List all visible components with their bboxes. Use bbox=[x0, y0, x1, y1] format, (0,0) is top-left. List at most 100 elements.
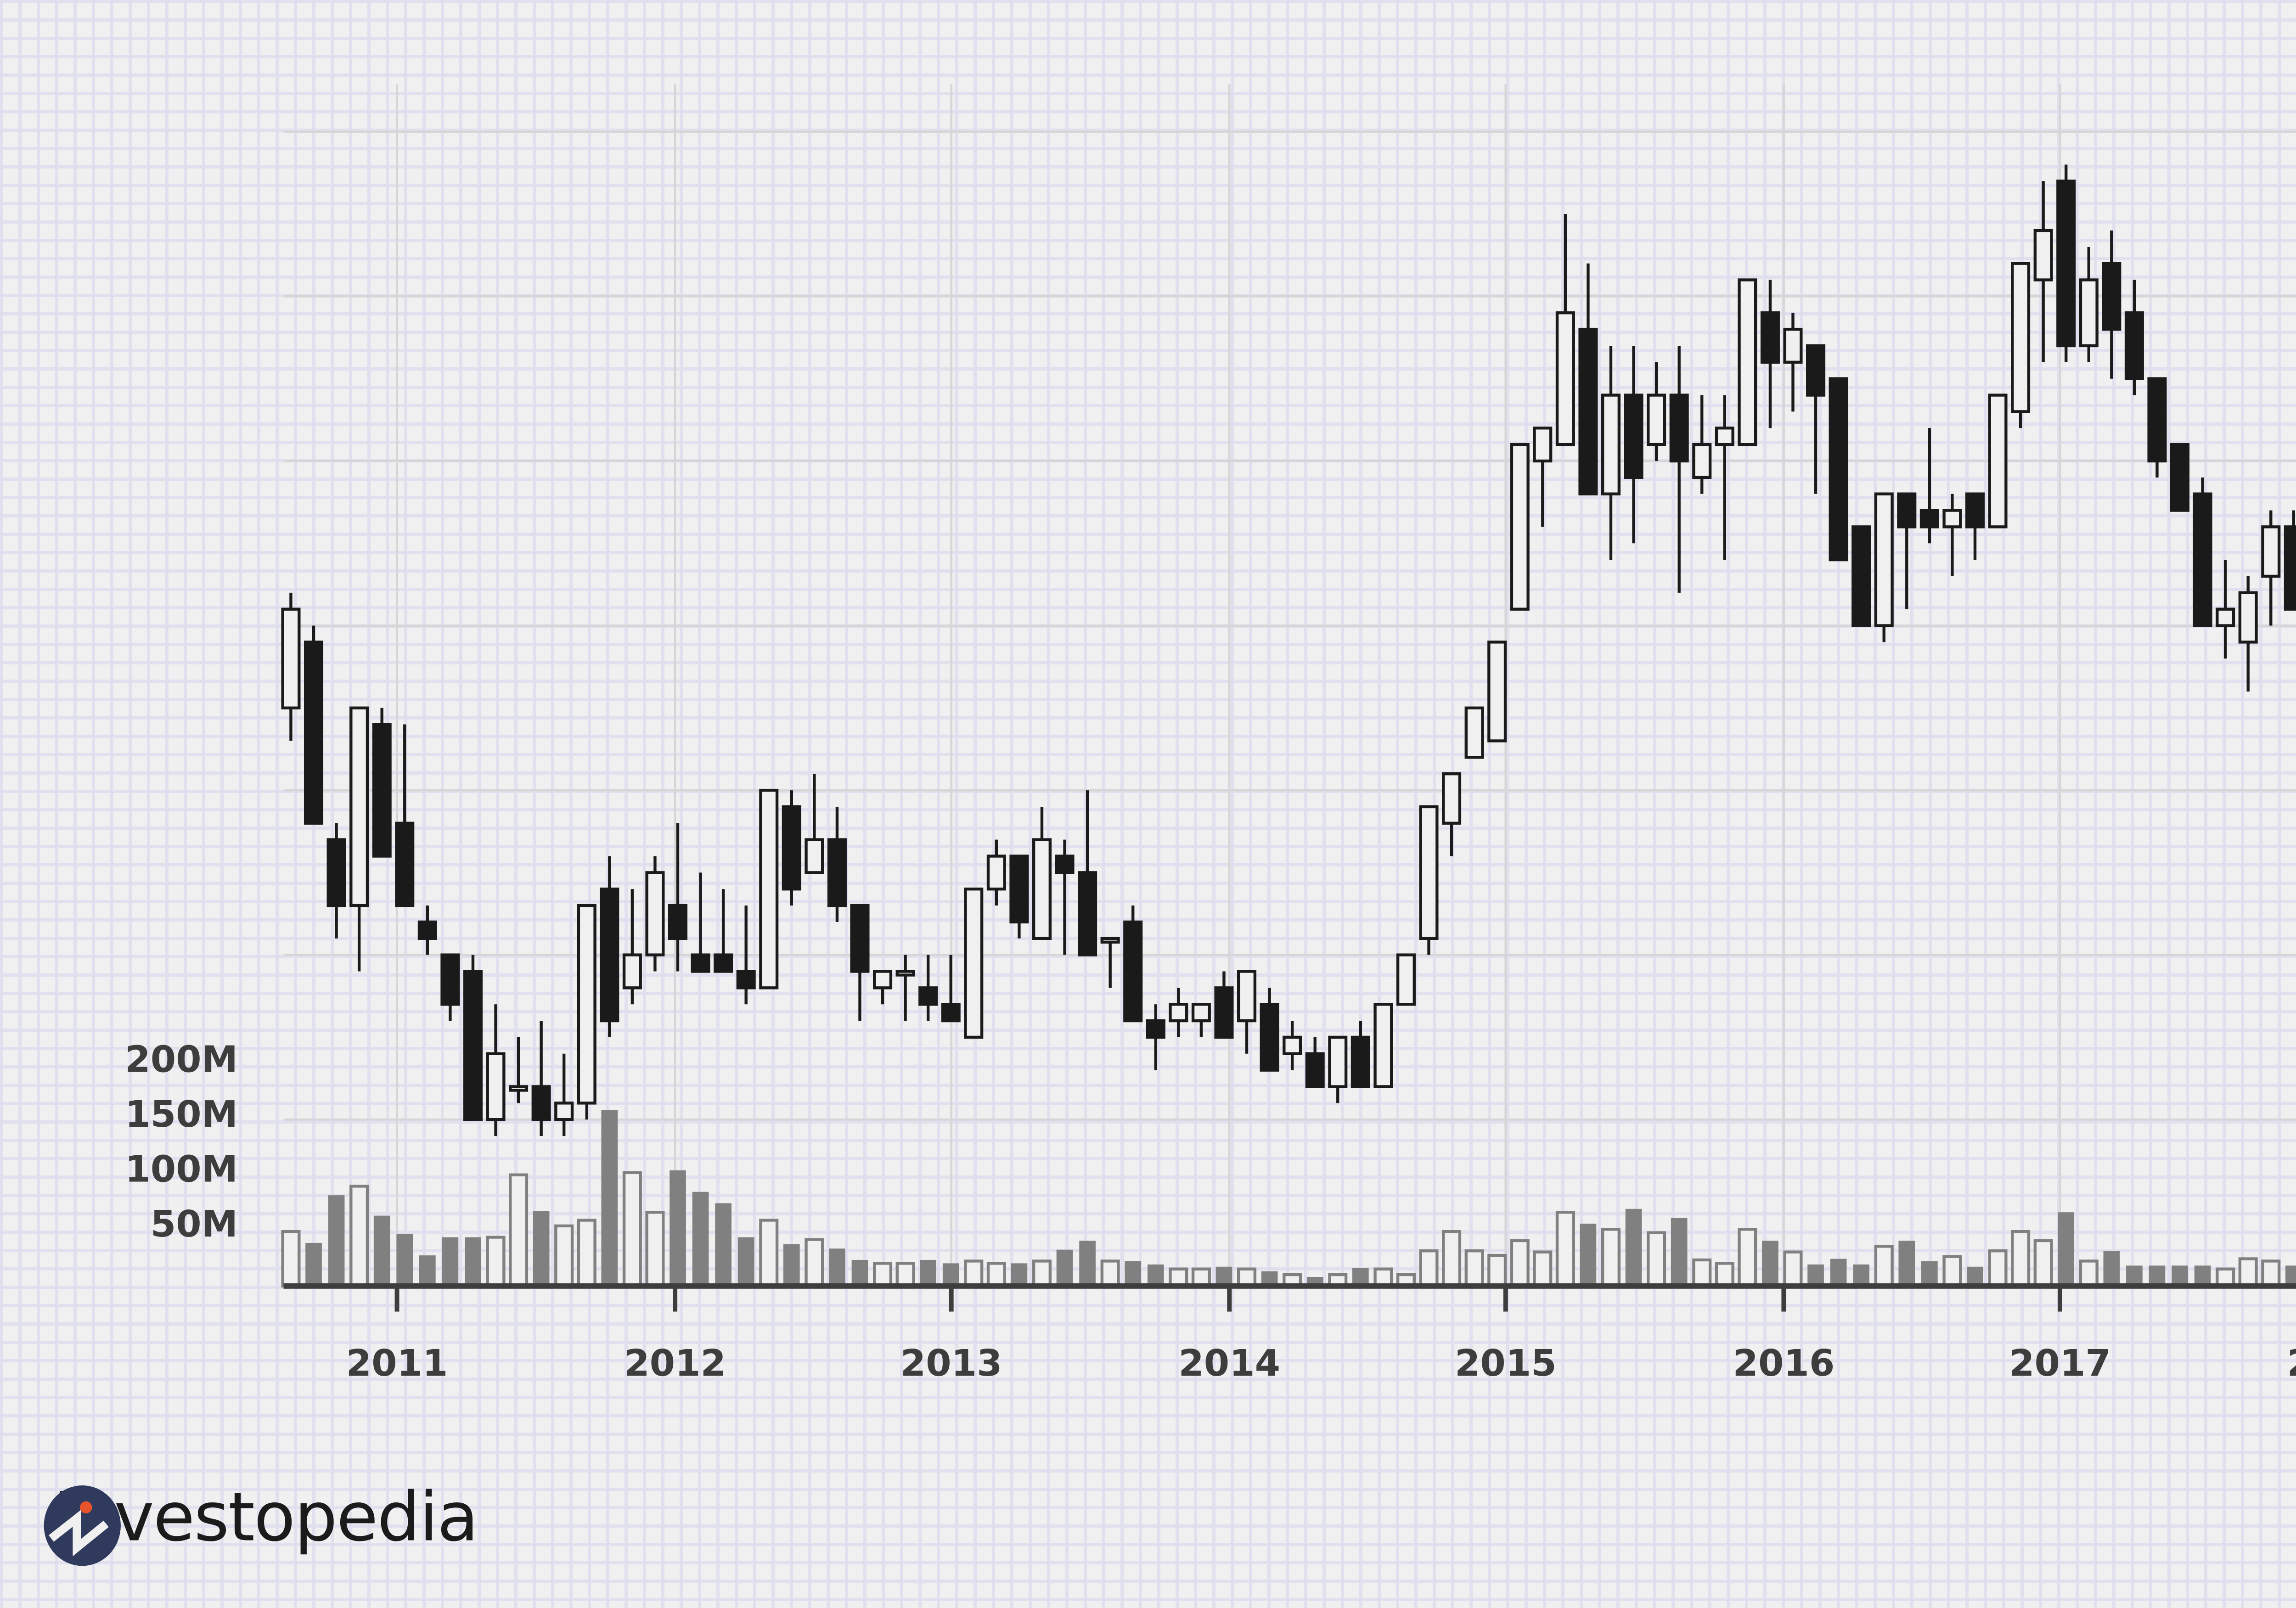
down-candle bbox=[918, 986, 938, 1006]
volume-bar bbox=[1967, 1266, 1983, 1286]
up-candle bbox=[1647, 394, 1666, 446]
volume-bar bbox=[486, 1236, 506, 1288]
volume-bar bbox=[533, 1211, 550, 1286]
down-candle bbox=[1669, 394, 1689, 463]
down-candle bbox=[2124, 311, 2144, 380]
volume-bar bbox=[1464, 1249, 1484, 1288]
up-candle bbox=[554, 1102, 574, 1121]
volume-bar bbox=[2103, 1251, 2120, 1286]
year-label: 2012 bbox=[624, 1342, 726, 1384]
volume-bar bbox=[645, 1211, 665, 1288]
up-candle bbox=[964, 888, 984, 1039]
down-candle bbox=[827, 838, 847, 907]
down-candle bbox=[1078, 871, 1097, 956]
volume-bar bbox=[577, 1219, 597, 1288]
brand-name: Investopedia bbox=[53, 1478, 479, 1557]
volume-bar bbox=[2238, 1257, 2258, 1288]
down-candle bbox=[2170, 443, 2190, 512]
volume-bar bbox=[1580, 1223, 1597, 1286]
down-candle bbox=[2056, 180, 2076, 348]
volume-bar bbox=[920, 1259, 937, 1286]
volume-bar bbox=[1738, 1228, 1757, 1288]
down-candle bbox=[531, 1085, 551, 1121]
volume-bar bbox=[1373, 1267, 1393, 1288]
year-label: 2011 bbox=[346, 1342, 448, 1384]
volume-bar bbox=[829, 1248, 845, 1286]
down-candle bbox=[782, 805, 801, 891]
volume-bar bbox=[1442, 1230, 1462, 1288]
up-candle bbox=[622, 953, 642, 990]
down-candle bbox=[1760, 311, 1780, 364]
volume-bar bbox=[1533, 1250, 1553, 1288]
volume-bar bbox=[1715, 1262, 1734, 1288]
down-candle bbox=[1578, 327, 1598, 495]
volume-bar bbox=[873, 1262, 893, 1288]
volume-bar bbox=[1692, 1258, 1712, 1288]
up-candle bbox=[1169, 1003, 1188, 1023]
volume-bar bbox=[2058, 1212, 2075, 1286]
down-candle bbox=[668, 904, 688, 940]
volume-bar bbox=[1942, 1255, 1962, 1288]
volume-bar bbox=[692, 1192, 709, 1286]
up-candle bbox=[1555, 311, 1575, 446]
volume-tick-label: 100M bbox=[125, 1148, 238, 1191]
volume-bar bbox=[2285, 1265, 2296, 1286]
volume-bar bbox=[328, 1195, 345, 1286]
up-candle bbox=[577, 904, 597, 1105]
volume-bar bbox=[419, 1255, 436, 1286]
down-candle bbox=[714, 953, 733, 973]
volume-bar bbox=[670, 1170, 686, 1286]
down-candle bbox=[1965, 492, 1985, 529]
volume-tick-label: 50M bbox=[151, 1203, 238, 1245]
volume-bar bbox=[349, 1185, 369, 1288]
volume-bar bbox=[1762, 1240, 1778, 1286]
up-candle bbox=[1191, 1003, 1211, 1023]
down-candle bbox=[1351, 1035, 1370, 1088]
up-candle bbox=[1874, 492, 1894, 627]
volume-bar bbox=[281, 1230, 301, 1288]
down-candle bbox=[440, 953, 460, 1006]
up-candle bbox=[2011, 262, 2031, 413]
up-candle bbox=[509, 1085, 529, 1092]
volume-bar bbox=[509, 1173, 529, 1288]
volume-bar bbox=[601, 1110, 618, 1286]
volume-bar bbox=[1487, 1254, 1507, 1288]
volume-tick-label: 150M bbox=[125, 1093, 238, 1136]
down-candle bbox=[850, 904, 870, 973]
up-candle bbox=[759, 788, 779, 990]
up-candle bbox=[1100, 937, 1120, 944]
up-candle bbox=[1510, 443, 1530, 611]
volume-bar bbox=[554, 1224, 574, 1288]
down-candle bbox=[2102, 262, 2122, 331]
up-candle bbox=[1373, 1003, 1393, 1088]
year-label: 2015 bbox=[1455, 1342, 1557, 1384]
volume-bar bbox=[1510, 1239, 1530, 1288]
down-candle bbox=[941, 1003, 961, 1023]
up-candle bbox=[2261, 525, 2281, 578]
up-candle bbox=[805, 838, 824, 874]
up-candle bbox=[1487, 641, 1507, 742]
up-candle bbox=[2033, 229, 2053, 281]
volume-bar bbox=[964, 1259, 984, 1288]
up-candle bbox=[1738, 278, 1757, 446]
up-candle bbox=[486, 1052, 506, 1121]
volume-bar bbox=[465, 1237, 481, 1286]
year-label: 2014 bbox=[1178, 1342, 1280, 1384]
volume-bar bbox=[1874, 1245, 1894, 1288]
up-candle bbox=[1442, 772, 1462, 825]
down-candle bbox=[1919, 509, 1939, 529]
up-candle bbox=[2079, 278, 2099, 348]
up-candle bbox=[1237, 970, 1257, 1023]
up-candle bbox=[1464, 706, 1484, 759]
volume-bar bbox=[1216, 1266, 1232, 1286]
down-candle bbox=[1260, 1003, 1279, 1072]
volume-bar bbox=[1898, 1240, 1915, 1286]
volume-bar bbox=[2194, 1265, 2211, 1286]
volume-bar bbox=[1601, 1228, 1621, 1288]
volume-bar bbox=[373, 1215, 390, 1286]
down-candle bbox=[1806, 344, 1826, 397]
volume-bar bbox=[783, 1244, 800, 1286]
volume-bar bbox=[1125, 1261, 1142, 1286]
down-candle bbox=[1146, 1019, 1165, 1039]
up-candle bbox=[1419, 805, 1439, 940]
